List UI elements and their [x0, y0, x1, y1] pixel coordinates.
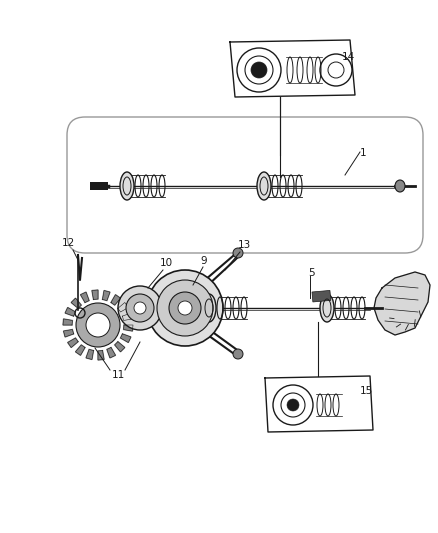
- Polygon shape: [111, 295, 120, 305]
- Polygon shape: [75, 345, 85, 356]
- Polygon shape: [230, 40, 355, 97]
- Text: 12: 12: [62, 238, 75, 248]
- Circle shape: [134, 302, 146, 314]
- Ellipse shape: [395, 180, 405, 192]
- Polygon shape: [92, 290, 98, 300]
- Polygon shape: [102, 290, 110, 301]
- Circle shape: [86, 313, 110, 337]
- Circle shape: [157, 280, 213, 336]
- Polygon shape: [98, 351, 104, 360]
- Circle shape: [287, 399, 299, 411]
- Text: 9: 9: [200, 256, 207, 266]
- Text: 1: 1: [360, 148, 367, 158]
- Polygon shape: [115, 342, 125, 352]
- Circle shape: [76, 303, 120, 347]
- Polygon shape: [71, 298, 81, 308]
- Circle shape: [233, 349, 243, 359]
- Bar: [312, 290, 331, 302]
- Circle shape: [178, 301, 192, 315]
- Text: 5: 5: [308, 268, 314, 278]
- Circle shape: [118, 286, 162, 330]
- Polygon shape: [118, 303, 128, 312]
- Polygon shape: [68, 338, 78, 348]
- Ellipse shape: [320, 294, 334, 322]
- Polygon shape: [107, 348, 116, 358]
- Circle shape: [233, 248, 243, 258]
- Circle shape: [147, 270, 223, 346]
- Text: 11: 11: [111, 370, 125, 380]
- Text: 15: 15: [360, 386, 373, 396]
- Polygon shape: [64, 329, 74, 337]
- Polygon shape: [81, 292, 89, 303]
- Polygon shape: [123, 313, 132, 320]
- Text: 10: 10: [160, 258, 173, 268]
- FancyBboxPatch shape: [67, 117, 423, 253]
- Circle shape: [126, 294, 154, 322]
- Polygon shape: [374, 272, 430, 335]
- Text: 14: 14: [342, 52, 355, 62]
- Polygon shape: [124, 325, 133, 331]
- Bar: [90, 182, 108, 190]
- Circle shape: [251, 62, 267, 78]
- Polygon shape: [120, 334, 131, 343]
- Polygon shape: [86, 350, 93, 359]
- Circle shape: [169, 292, 201, 324]
- Polygon shape: [65, 308, 75, 316]
- Ellipse shape: [120, 172, 134, 200]
- Polygon shape: [265, 376, 373, 432]
- Ellipse shape: [257, 172, 271, 200]
- Polygon shape: [63, 319, 72, 325]
- Text: 13: 13: [238, 240, 251, 250]
- Ellipse shape: [202, 294, 216, 322]
